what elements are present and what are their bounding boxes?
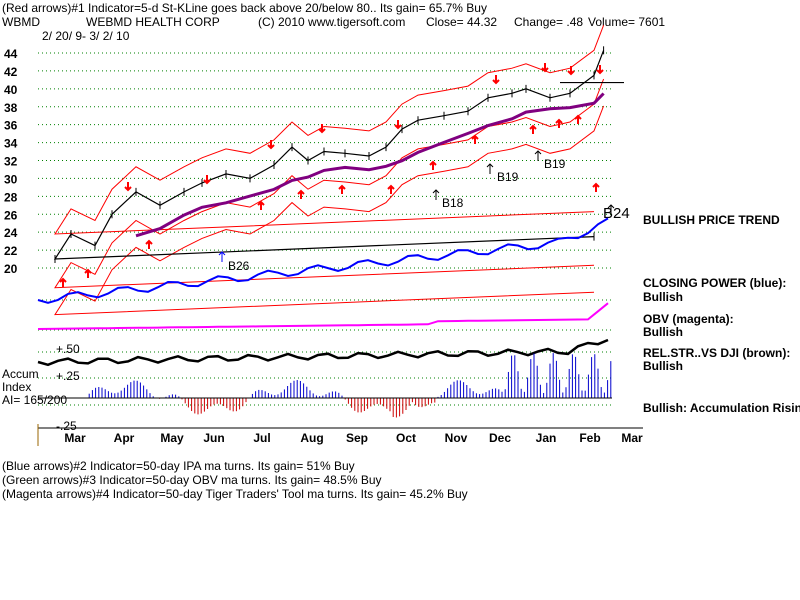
red-down-arrow bbox=[394, 120, 402, 130]
y-tick-label: 34 bbox=[4, 137, 18, 151]
red-up-arrow bbox=[574, 114, 582, 124]
red-up-arrow bbox=[555, 118, 563, 128]
y-tick-label: 24 bbox=[4, 226, 18, 240]
x-tick-label: Jul bbox=[253, 431, 270, 445]
footer-line-2: (Green arrows)#3 Indicator=50-day OBV ma… bbox=[2, 473, 382, 487]
signal-label: B19 bbox=[544, 157, 566, 171]
x-tick-label: Apr bbox=[114, 431, 135, 445]
relstr-title: REL.STR..VS DJI (brown): bbox=[643, 346, 791, 360]
signal-label: B18 bbox=[442, 196, 464, 210]
signal-arrow bbox=[218, 251, 226, 262]
signal-arrow bbox=[486, 163, 494, 174]
y-tick-label: 20 bbox=[4, 262, 18, 276]
y-tick-label: 36 bbox=[4, 119, 18, 133]
upper-band bbox=[54, 25, 605, 235]
red-up-arrow bbox=[257, 200, 265, 210]
red-down-arrow bbox=[318, 124, 326, 134]
obv-value: Bullish bbox=[643, 325, 684, 339]
footer-line-3: (Magenta arrows)#4 Indicator=50-day Tige… bbox=[2, 487, 468, 501]
accum-level-mid: +.25 bbox=[56, 369, 80, 383]
signal-arrow bbox=[607, 204, 615, 215]
copyright-label: (C) 2010 www.tigersoft.com bbox=[258, 15, 406, 29]
ma50-line bbox=[135, 92, 605, 238]
obv-title: OBV (magenta): bbox=[643, 312, 734, 326]
closing-power-line bbox=[37, 217, 609, 304]
x-tick-label: May bbox=[160, 431, 184, 445]
red-up-arrow bbox=[338, 184, 346, 194]
x-tick-label: Aug bbox=[300, 431, 323, 445]
red-up-arrow bbox=[429, 160, 437, 170]
red-down-arrow bbox=[203, 175, 211, 185]
accum-label-1: Accum bbox=[2, 367, 39, 381]
red-down-arrow bbox=[267, 140, 275, 150]
company-label: WEBMD HEALTH CORP bbox=[86, 15, 220, 29]
x-tick-label: Jun bbox=[203, 431, 224, 445]
red-up-arrow bbox=[529, 124, 537, 134]
x-tick-label: Sep bbox=[346, 431, 368, 445]
x-tick-label: Dec bbox=[489, 431, 511, 445]
bullish-trend-label: BULLISH PRICE TREND bbox=[643, 213, 780, 227]
red-up-arrow bbox=[387, 184, 395, 194]
y-tick-label: 22 bbox=[4, 244, 18, 258]
red-down-arrow bbox=[596, 65, 604, 75]
signal-arrow bbox=[432, 189, 440, 200]
closing-power-title: CLOSING POWER (blue): bbox=[643, 276, 787, 290]
date-range-label: 2/ 20/ 9- 3/ 2/ 10 bbox=[42, 29, 130, 43]
relstr-value: Bullish bbox=[643, 359, 684, 373]
accum-level-low: -.25 bbox=[56, 419, 77, 433]
red-up-arrow bbox=[145, 239, 153, 249]
red-up-arrow bbox=[471, 134, 479, 144]
red-down-arrow bbox=[492, 75, 500, 85]
y-tick-label: 32 bbox=[4, 155, 18, 169]
x-tick-label: Mar bbox=[621, 431, 643, 445]
y-tick-label: 40 bbox=[4, 83, 18, 97]
symbol-label: WBMD bbox=[2, 15, 40, 29]
signal-label: B26 bbox=[228, 259, 250, 273]
x-tick-label: Mar bbox=[64, 431, 86, 445]
y-tick-label: 26 bbox=[4, 208, 18, 222]
y-tick-label: 28 bbox=[4, 190, 18, 204]
accum-summary-label: Bullish: Accumulation Rising bbox=[643, 401, 800, 415]
close-label: Close= 44.32 bbox=[426, 15, 498, 29]
accum-label-2: Index bbox=[2, 380, 32, 394]
x-tick-label: Feb bbox=[579, 431, 600, 445]
signal-label: B19 bbox=[497, 170, 519, 184]
change-label: Change= .48 bbox=[514, 15, 584, 29]
accum-label-3: AI= 165/200 bbox=[2, 393, 68, 407]
y-tick-label: 30 bbox=[4, 172, 18, 186]
accum-level-high: +.50 bbox=[56, 342, 80, 356]
header-line-1: (Red arrows)#1 Indicator=5-d St-KLine go… bbox=[2, 1, 487, 15]
red-up-arrow bbox=[297, 189, 305, 199]
lower-band bbox=[54, 78, 605, 289]
signal-label: B24 bbox=[603, 205, 630, 222]
price-line bbox=[53, 50, 605, 260]
x-tick-label: Jan bbox=[536, 431, 557, 445]
y-tick-label: 44 bbox=[4, 47, 18, 61]
volume-label: Volume= 7601 bbox=[588, 15, 666, 29]
relstr-line bbox=[37, 338, 609, 367]
red-down-arrow bbox=[541, 63, 549, 73]
y-tick-label: 38 bbox=[4, 101, 18, 115]
x-tick-label: Oct bbox=[396, 431, 416, 445]
red-down-arrow bbox=[124, 182, 132, 192]
y-tick-label: 42 bbox=[4, 65, 18, 79]
x-tick-label: Nov bbox=[445, 431, 468, 445]
lower-outer-band bbox=[54, 105, 605, 316]
signal-arrow bbox=[534, 150, 542, 161]
red-up-arrow bbox=[592, 182, 600, 192]
red-down-arrow bbox=[567, 66, 575, 76]
footer-line-1: (Blue arrows)#2 Indicator=50-day IPA ma … bbox=[2, 459, 355, 473]
red-up-arrow bbox=[59, 277, 67, 287]
closing-power-value: Bullish bbox=[643, 290, 684, 304]
obv-line bbox=[37, 302, 609, 330]
red-up-arrow bbox=[84, 268, 92, 278]
